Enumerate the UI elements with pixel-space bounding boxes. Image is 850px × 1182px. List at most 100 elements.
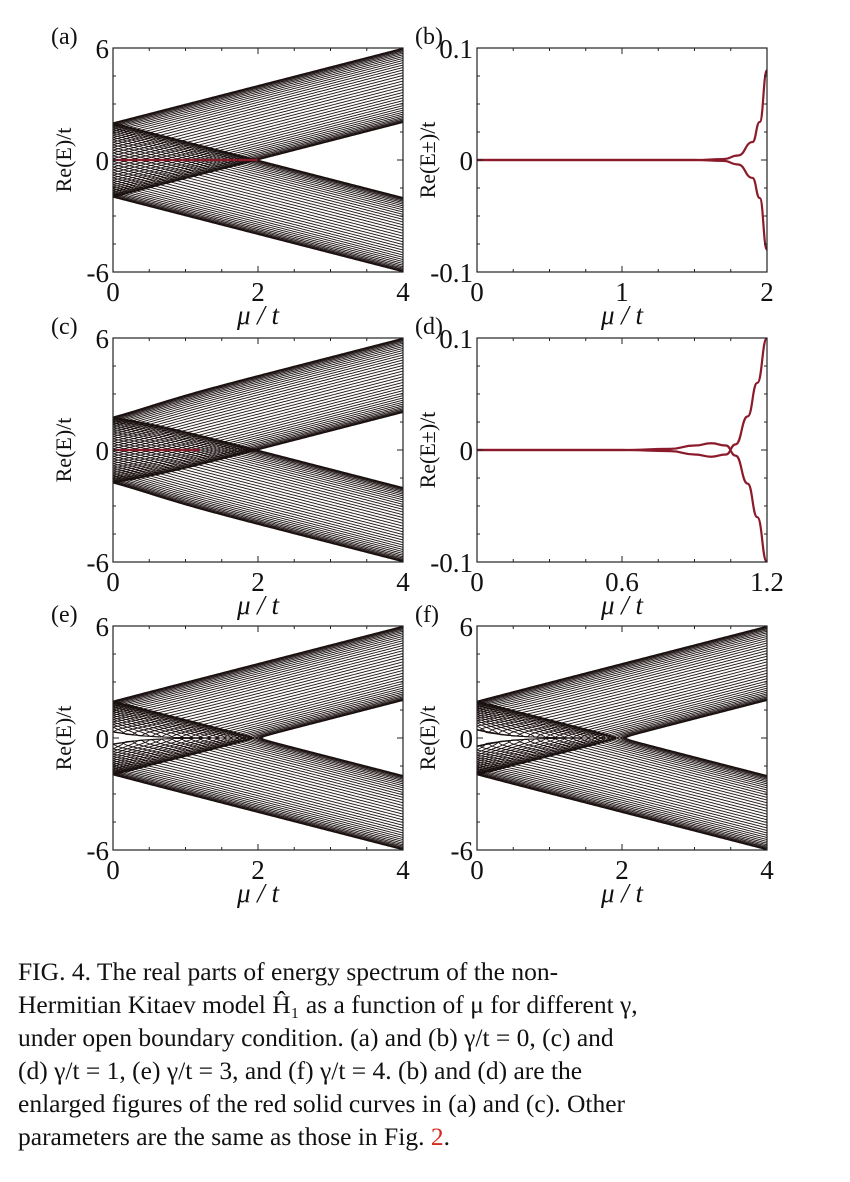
band-curve [477,630,767,706]
band-curve [477,667,767,736]
edge-mode-curve [477,442,767,562]
x-tick-label: 0 [470,567,484,597]
y-axis-label: Re(E)/t [415,706,440,771]
band-curve [113,642,403,716]
band-curve [477,629,767,705]
caption-line: Hermitian Kitaev model Ĥ₁ as a function … [18,990,638,1019]
y-tick-label: 6 [96,324,110,354]
band-curve [113,471,403,550]
band-curve [113,467,403,546]
band-curve [113,770,403,846]
band-curve [113,193,403,269]
band-curve [477,737,767,778]
band-curve [113,346,403,425]
band-curve [477,626,767,702]
band-curve [113,184,403,260]
plot-area [113,338,403,562]
band-curve [113,365,403,442]
band-curve [113,69,403,146]
band-curve [113,86,403,161]
band-curve [113,667,403,736]
band-curve [113,772,403,848]
band-curve [113,376,403,451]
band-curve [113,56,403,132]
band-curve [113,482,403,562]
figure-caption: FIG. 4. The real parts of energy spectru… [18,955,830,1153]
panel-label: (f) [415,602,439,628]
band-curve [113,51,403,127]
y-tick-label: 0 [96,146,110,176]
band-curve [113,196,403,272]
band-curve [477,685,767,739]
band-curve [113,399,403,451]
band-curve [113,77,403,154]
band-curve [113,449,403,516]
band-curve [113,350,403,429]
plot-area [477,338,767,562]
band-curve [113,342,403,422]
figure-panels: 0 2 460-6μ / tRe(E)/t(a)0 1 20.10-0.1μ / tRe… [51,24,784,908]
panel-label: (a) [51,24,78,50]
band-curve [113,191,403,268]
band-curve [113,347,403,427]
x-tick-label: 0.6 [605,567,639,597]
panel-label: (c) [51,314,78,340]
band-curve [477,737,767,787]
band-curve [113,174,403,251]
band-curve [113,650,403,723]
band-curve [113,159,403,226]
x-tick-label: 0 [470,277,484,307]
band-curve [113,159,403,200]
band-curve [113,159,403,209]
panel-c: 0 2 460-6μ / tRe(E)/t(c) [51,314,410,620]
panel-e: 0 2 460-6μ / tRe(E)/t(e) [51,602,410,908]
x-axis-label: μ / t [600,590,645,620]
band-curve [113,163,403,240]
figure-reference-link[interactable]: 2 [430,1122,444,1151]
plot-area [113,48,403,272]
band-curve [113,109,403,161]
band-curve [113,344,403,424]
band-curve [113,115,403,161]
band-curve [113,352,403,431]
band-curve [113,767,403,842]
band-curve [113,768,403,844]
band-curve [113,753,403,826]
band-curve [113,354,403,433]
band-curve [113,738,403,804]
band-curve [113,384,403,451]
band-curve [113,118,403,161]
edge-mode-curve [477,338,767,458]
band-curve [113,672,403,738]
band-curve [113,80,403,157]
y-tick-label: 0 [96,436,110,466]
band-curve [113,48,403,124]
band-curve [113,159,403,211]
band-curve [113,473,403,553]
band-curve [113,449,403,503]
band-curve [113,382,403,451]
caption-line: FIG. 4. The real parts of energy spectru… [18,957,559,986]
band-curve [477,640,767,713]
x-tick-label: 1.2 [750,567,784,597]
band-curve [113,367,403,445]
band-curve [113,89,403,161]
band-curve [477,766,767,841]
x-axis-label: μ / t [236,590,281,620]
band-curve [113,449,403,490]
panel-b: 0 1 20.10-0.1μ / tRe(E±)/t(b) [415,24,774,330]
y-tick-label: -6 [87,258,110,288]
band-curve [113,455,403,533]
band-curve [477,752,767,823]
band-curve [113,405,403,451]
band-curve [113,50,403,126]
band-curve [477,647,767,719]
band-curve [477,745,767,818]
band-curve [477,764,767,838]
band-curve [113,739,403,806]
band-curve [113,691,403,739]
band-curve [113,765,403,841]
band-curve [113,638,403,712]
band-curve [113,634,403,709]
caption-line-last: parameters are the same as those in Fig.… [18,1120,830,1153]
